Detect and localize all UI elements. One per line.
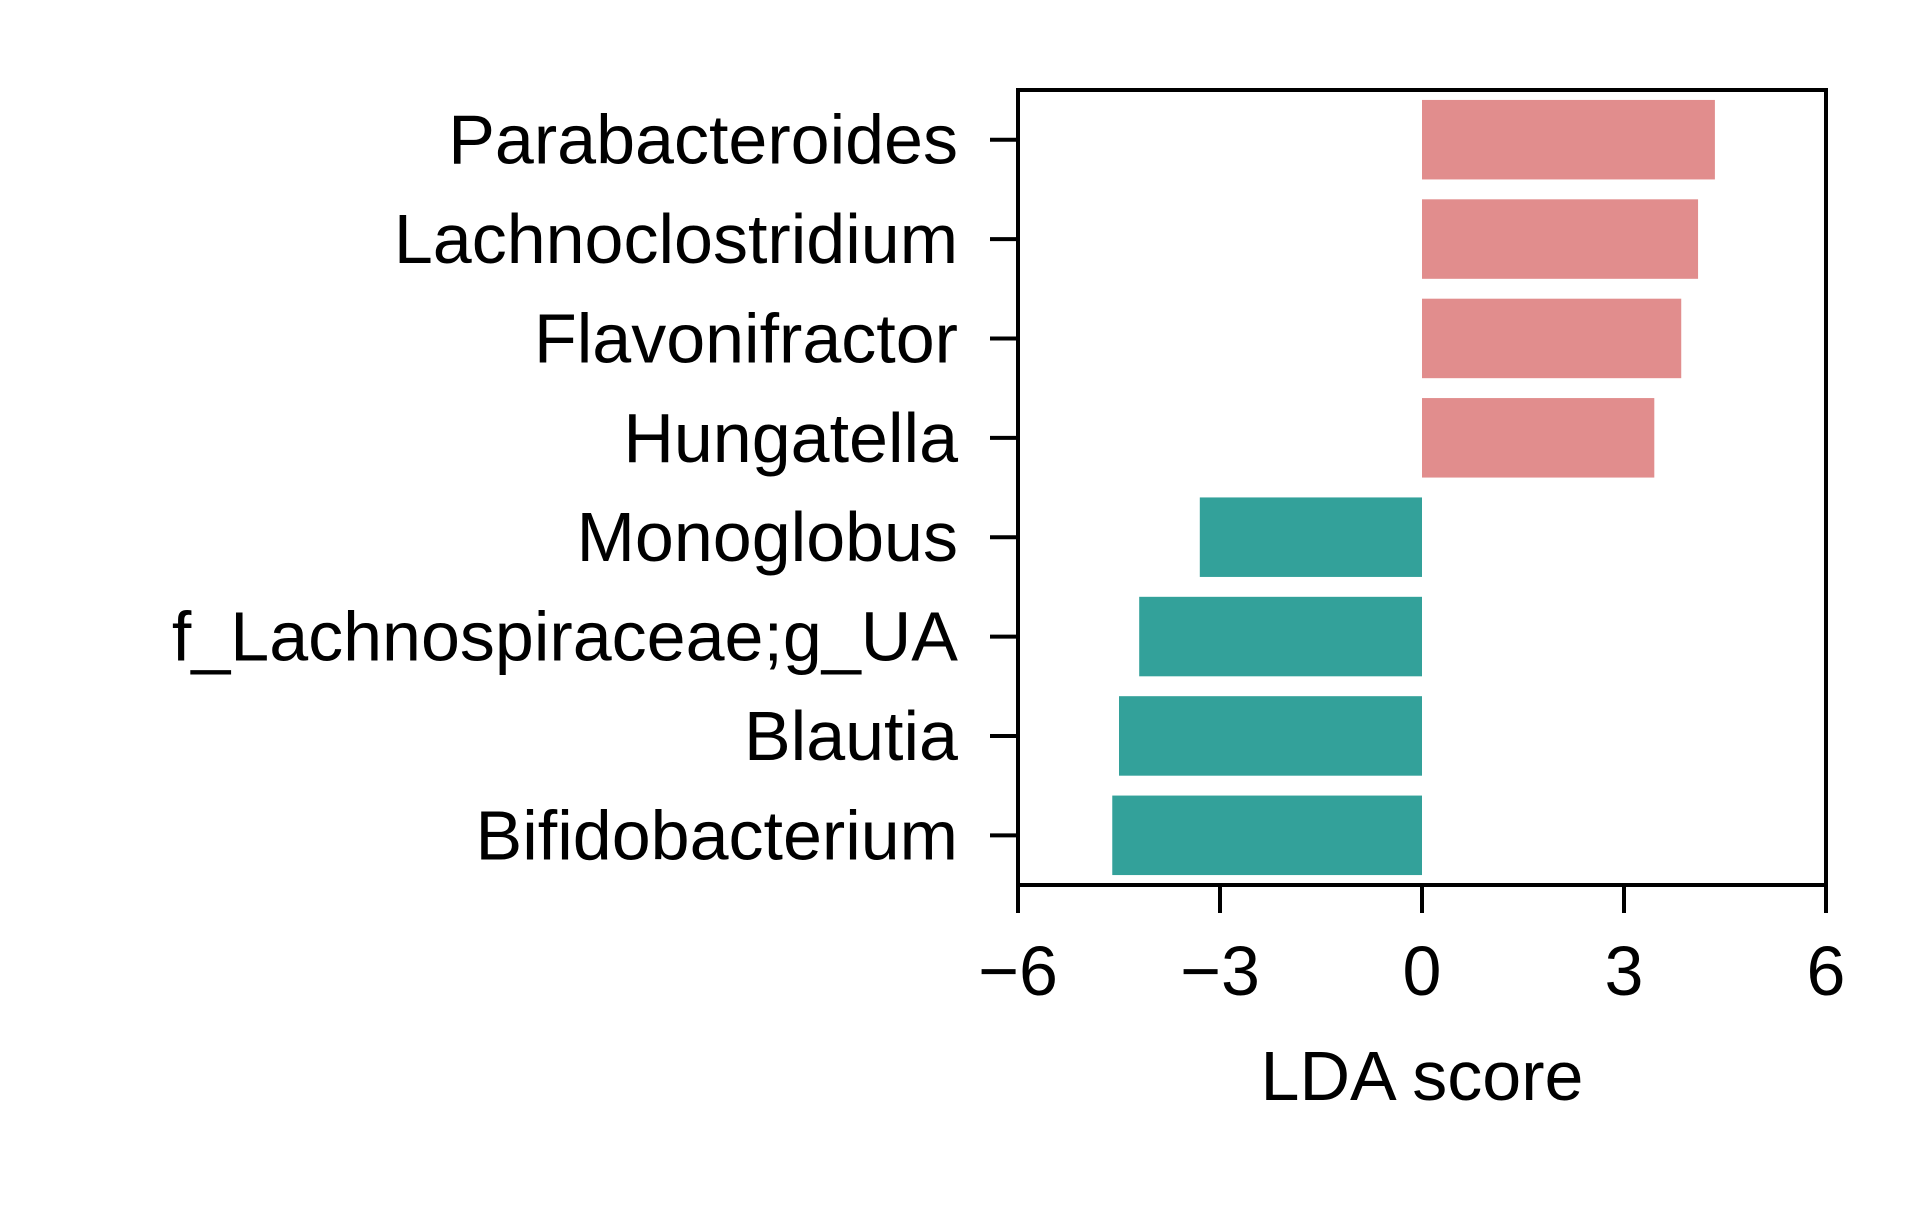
bar-bifidobacterium (1112, 795, 1422, 876)
y-axis: Parabacteroides Lachnoclostridium Flavonif… (172, 101, 1018, 874)
y-tick-label: Blautia (744, 697, 958, 775)
y-tick-label: Monoglobus (577, 498, 958, 576)
bar-parabacteroides (1422, 99, 1715, 180)
y-tick-label: Lachnoclostridium (394, 200, 958, 278)
y-tick-label: Parabacteroides (448, 101, 958, 179)
bar-monoglobus (1199, 497, 1422, 577)
x-tick-label: 6 (1807, 932, 1846, 1010)
bars-layer (1112, 99, 1715, 876)
bar-lachnoclostridium (1422, 199, 1699, 279)
x-tick-label: 3 (1605, 932, 1644, 1010)
bar-flavonifractor (1422, 298, 1682, 379)
y-tick-label: Flavonifractor (534, 299, 958, 377)
y-tick-label: f_Lachnospiraceae;g_UA (172, 598, 958, 676)
x-tick-label: −6 (978, 932, 1058, 1010)
x-axis: −6 −3 0 3 6 (978, 885, 1845, 1010)
bar-hungatella (1422, 398, 1655, 478)
y-tick-label: Hungatella (623, 399, 958, 477)
bar-f-lachnospiraceae-g-ua (1139, 596, 1422, 677)
y-tick-label: Bifidobacterium (476, 796, 958, 874)
x-tick-label: −3 (1180, 932, 1260, 1010)
x-axis-title: LDA score (1261, 1037, 1584, 1115)
bar-blautia (1119, 696, 1422, 776)
x-tick-label: 0 (1403, 932, 1442, 1010)
